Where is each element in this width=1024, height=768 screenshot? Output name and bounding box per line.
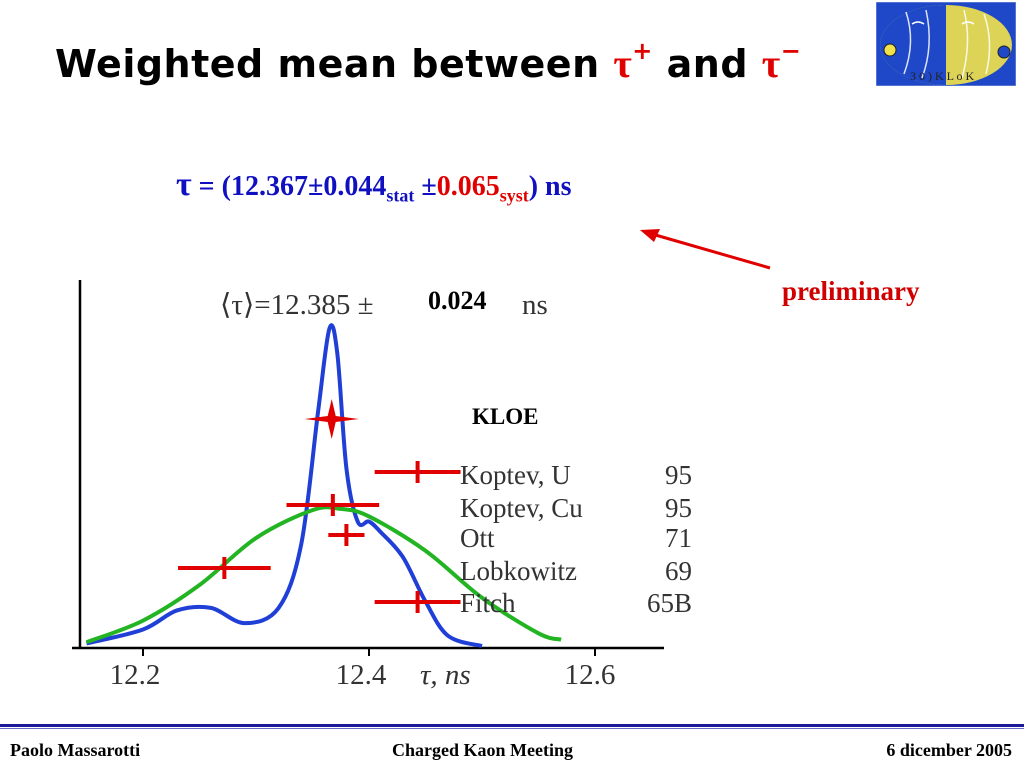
syst-subscript: syst bbox=[499, 185, 529, 206]
title-text: Weighted mean between bbox=[55, 42, 600, 86]
legend-name: Koptev, U bbox=[460, 460, 571, 490]
measurement-marker bbox=[178, 557, 271, 579]
stat-subscript: stat bbox=[386, 185, 415, 206]
footer-date: 6 dicember 2005 bbox=[886, 740, 1012, 760]
arrow-head bbox=[640, 229, 660, 242]
slide-title: Weighted mean between τ+ and τ− bbox=[55, 37, 802, 87]
measurement-marker bbox=[286, 494, 380, 516]
title-and: and bbox=[666, 42, 749, 86]
mean-label-prefix: ⟨τ⟩=12.385 ± bbox=[220, 289, 374, 321]
measurement-legend: Koptev, U 95 Koptev, Cu 95 Ott 71 Lobkowitz 69 F… bbox=[460, 460, 692, 618]
footer-rule bbox=[0, 724, 1024, 727]
legend-year: 65B bbox=[647, 588, 692, 618]
tau-symbol: τ bbox=[613, 41, 633, 86]
legend-year: 95 bbox=[665, 460, 692, 490]
mean-error-box bbox=[422, 284, 514, 320]
x-tick-label: 12.2 bbox=[110, 659, 161, 691]
x-tick-label: 12.6 bbox=[565, 659, 616, 691]
footer-meeting: Charged Kaon Meeting bbox=[392, 740, 573, 760]
mean-label: ⟨τ⟩=12.385 ± bbox=[220, 289, 374, 321]
mean-error-value: 0.024 bbox=[428, 286, 487, 315]
gaussian-curve bbox=[85, 505, 562, 645]
result-suffix: ) ns bbox=[528, 171, 572, 202]
svg-text:3 0 ) K L o K: 3 0 ) K L o K bbox=[910, 69, 975, 83]
legend-name: Ott bbox=[460, 523, 495, 553]
tau-symbol-2: τ bbox=[761, 41, 781, 86]
legend-year: 69 bbox=[665, 556, 692, 586]
legend-year: 95 bbox=[665, 493, 692, 523]
kloe-label: KLOE bbox=[472, 404, 538, 429]
syst-value: 0.065 bbox=[436, 171, 500, 202]
result-prefix: = (12.367±0.044 bbox=[198, 171, 387, 202]
footer-rule-thin bbox=[0, 728, 1024, 729]
legend-name: Koptev, Cu bbox=[460, 493, 583, 523]
measurement-marker bbox=[328, 524, 365, 546]
x-tick-label: 12.4 bbox=[336, 659, 387, 691]
ideogram-curve bbox=[86, 323, 483, 648]
legend-name: Fitch bbox=[460, 588, 516, 618]
result-pm: ± bbox=[414, 171, 437, 202]
legend-name: Lobkowitz bbox=[460, 556, 577, 586]
x-ticks: 12.2 12.4 12.6 bbox=[110, 648, 616, 691]
measurement-markers bbox=[178, 399, 461, 613]
minus-superscript: − bbox=[780, 37, 802, 66]
legend-year: 71 bbox=[665, 523, 692, 553]
x-axis-label: τ, ns bbox=[420, 659, 471, 691]
result-formula: τ = (12.367±0.044stat ±0.065syst) ns bbox=[176, 166, 572, 207]
footer-author: Paolo Massarotti bbox=[10, 740, 141, 760]
preliminary-arrow bbox=[651, 232, 771, 270]
curves bbox=[85, 323, 562, 648]
result-tau: τ bbox=[176, 166, 192, 203]
kloe-star-marker bbox=[304, 399, 359, 439]
preliminary-label: preliminary bbox=[782, 276, 920, 306]
measurement-marker bbox=[374, 461, 461, 483]
mean-label-unit: ns bbox=[522, 289, 548, 321]
plus-superscript: + bbox=[632, 37, 653, 66]
kloe-logo: 3 0 ) K L o K bbox=[876, 2, 1016, 86]
measurement-marker bbox=[374, 591, 461, 613]
